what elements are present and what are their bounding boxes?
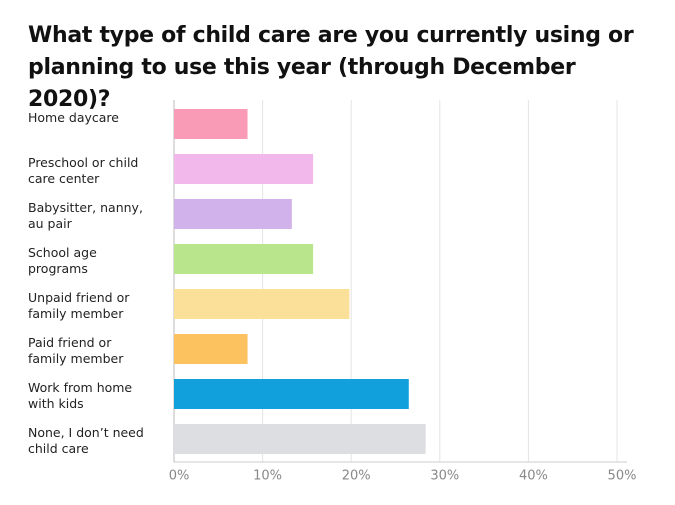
bar [174, 334, 248, 364]
y-tick-label: Home daycare [28, 110, 119, 125]
y-tick-label: Babysitter, nanny, au pair [28, 200, 143, 231]
x-tick-label: 20% [342, 469, 371, 484]
y-tick-label: School age programs [28, 245, 97, 276]
x-tick-label: 40% [519, 469, 548, 484]
bar [174, 379, 409, 409]
y-tick-label: None, I don’t need child care [28, 425, 144, 456]
chart-title: What type of child care are you currentl… [28, 23, 634, 112]
y-tick-label: Preschool or child care center [28, 155, 139, 186]
bar [174, 244, 314, 274]
x-tick-label: 30% [430, 469, 459, 484]
y-tick-label: Work from home with kids [28, 380, 133, 411]
bar [174, 199, 292, 229]
x-tick-label: 0% [169, 469, 190, 484]
x-tick-label: 10% [253, 469, 282, 484]
y-tick-label: Unpaid friend or family member [28, 290, 130, 321]
x-tick-label: 50% [608, 469, 637, 484]
y-tick-label: Paid friend or family member [28, 335, 124, 366]
bar [174, 424, 426, 454]
bar [174, 154, 314, 184]
bar [174, 289, 350, 319]
bar [174, 109, 248, 139]
